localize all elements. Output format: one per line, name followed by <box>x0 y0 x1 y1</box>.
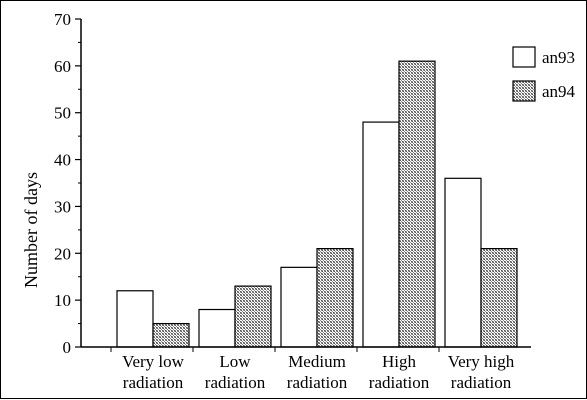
y-tick-label: 40 <box>54 151 71 170</box>
x-tick-label: radiation <box>451 373 512 392</box>
x-tick-label: radiation <box>369 373 430 392</box>
axes-group: 0 10 20 30 40 50 60 70 Very low radiation Low radia… <box>54 10 531 392</box>
x-tick-label: High <box>382 352 417 371</box>
y-tick-label: 30 <box>54 197 71 216</box>
legend-swatch-an93 <box>512 46 536 68</box>
y-tick-label: 20 <box>54 244 71 263</box>
x-tick-label: radiation <box>123 373 184 392</box>
legend-swatch-an94 <box>512 80 536 102</box>
legend-label-an93: an93 <box>542 48 575 67</box>
x-tick-label: Very low <box>122 352 185 371</box>
x-tick-label: Low <box>219 352 251 371</box>
bars-group <box>116 60 518 348</box>
y-tick-label: 60 <box>54 57 71 76</box>
x-tick-label: Medium <box>288 352 346 371</box>
bar-an93-3 <box>362 121 400 348</box>
y-tick-label: 50 <box>54 104 71 123</box>
bar-an94-3 <box>398 60 436 348</box>
x-tick-label: Very high <box>448 352 515 371</box>
y-tick-label: 10 <box>54 291 71 310</box>
x-tick-label: radiation <box>205 373 266 392</box>
bar-an94-4 <box>480 248 518 348</box>
y-tick-label: 70 <box>54 10 71 29</box>
bar-an93-0 <box>116 290 154 348</box>
legend-label-an94: an94 <box>542 82 576 101</box>
bar-an93-4 <box>444 177 482 348</box>
bar-an93-1 <box>198 308 236 348</box>
y-tick-label: 0 <box>63 338 72 357</box>
bar-an94-1 <box>234 285 272 348</box>
bar-an94-0 <box>152 322 190 348</box>
y-axis-title: Number of days <box>21 172 41 288</box>
bar-an93-2 <box>280 266 318 348</box>
bar-an94-2 <box>316 248 354 348</box>
legend: an93 an94 <box>512 46 576 102</box>
x-tick-label: radiation <box>287 373 348 392</box>
